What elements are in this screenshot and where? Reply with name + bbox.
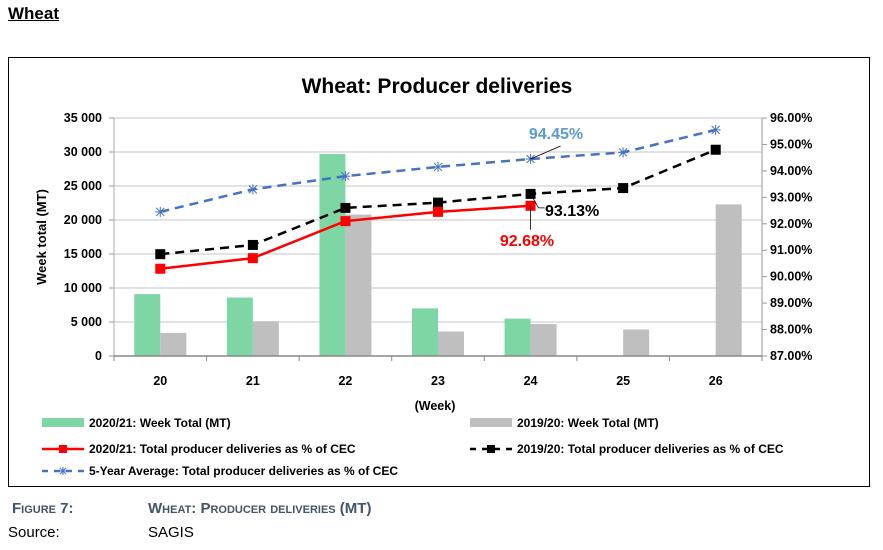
bar-2019-20 <box>160 332 187 356</box>
y2-tick-label: 90.00% <box>770 270 812 284</box>
y-tick-label: 30 000 <box>64 145 102 159</box>
y-axis-label: Week total (MT) <box>34 189 49 285</box>
y2-tick-label: 91.00% <box>770 243 812 257</box>
five-year-avg-marker <box>618 147 629 158</box>
y2-tick-label: 94.00% <box>770 164 812 178</box>
x-axis-label: (Week) <box>415 399 456 413</box>
legend-swatch <box>470 418 512 427</box>
legend-label: 5-Year Average: Total producer deliverie… <box>89 464 398 478</box>
legend-marker <box>59 467 67 475</box>
chart-frame <box>8 57 870 487</box>
bar-2019-20 <box>623 329 650 356</box>
y2-tick-label: 92.00% <box>770 217 812 231</box>
legend: 2020/21: Week Total (MT) 2019/20: Week To… <box>42 416 784 478</box>
asterisk-stroke <box>59 467 67 475</box>
legend-item: 2020/21: Week Total (MT) <box>42 416 231 430</box>
legend-marker <box>487 445 495 453</box>
x-tick-label: 20 <box>153 374 167 388</box>
y2-tick-label: 87.00% <box>770 349 812 363</box>
asterisk-stroke <box>248 185 258 194</box>
legend-item: 2019/20: Total producer deliveries as % … <box>470 442 784 456</box>
figure-title: Wheat: Producer deliveries (MT) <box>148 500 372 517</box>
series-2019-20-marker <box>247 239 258 250</box>
annotations: 94.45% 93.13% 92.68% <box>500 126 599 250</box>
source-label: Source: <box>8 524 60 541</box>
label-92-68: 92.68% <box>500 233 554 250</box>
asterisk-stroke <box>341 171 350 181</box>
legend-label: 2019/20: Week Total (MT) <box>517 416 659 430</box>
five-year-avg-marker <box>433 161 443 172</box>
bar-2019-20 <box>345 214 372 356</box>
chart-title: Wheat: Producer deliveries <box>302 75 573 98</box>
leader-line <box>530 193 545 209</box>
bar-2019-20 <box>715 204 742 356</box>
y2-tick-label: 93.00% <box>770 190 812 204</box>
bar-2020-21 <box>412 308 438 356</box>
y-tick-label: 20 000 <box>64 213 102 227</box>
y2-tick-label: 96.00% <box>770 111 812 125</box>
asterisk-stroke <box>433 162 443 172</box>
series-2020-21-marker <box>433 206 443 217</box>
bar-2020-21 <box>226 297 253 356</box>
legend-item: 2020/21: Total producer deliveries as % … <box>42 442 356 456</box>
asterisk-stroke <box>711 125 721 135</box>
bars <box>134 154 742 356</box>
x-tick-label: 22 <box>338 374 352 388</box>
five-year-avg-marker <box>155 206 166 217</box>
lines <box>155 124 721 274</box>
series-2019-20-marker <box>433 197 443 208</box>
x-tick-label: 25 <box>616 374 630 388</box>
label-94-45: 94.45% <box>529 126 583 143</box>
axes <box>109 117 767 361</box>
series-2020-21-marker <box>247 253 258 264</box>
y-tick-label: 25 000 <box>64 179 102 193</box>
series-2020-21-marker <box>340 216 351 227</box>
five-year-avg-marker <box>340 171 351 182</box>
y2-tick-label: 88.00% <box>770 323 812 337</box>
x-tick-label: 26 <box>709 374 723 388</box>
series-2019-20-marker <box>710 144 721 155</box>
five-year-avg-marker <box>710 124 721 135</box>
series-2019-20-marker <box>340 202 351 213</box>
bar-2019-20 <box>252 321 279 356</box>
legend-marker <box>59 445 67 453</box>
legend-swatch <box>42 418 84 427</box>
chart: 0 5 000 10 000 15 000 20 000 25 000 30 000 35 0… <box>34 75 813 478</box>
asterisk-stroke <box>155 207 165 217</box>
y-tick-label: 35 000 <box>64 111 102 125</box>
x-tick-label: 24 <box>524 374 538 388</box>
section-heading: Wheat <box>8 4 59 23</box>
y-tick-label: 0 <box>95 349 102 363</box>
figure-label: Figure 7: <box>12 500 74 517</box>
five-year-avg-marker <box>247 184 258 195</box>
legend-label: 2019/20: Total producer deliveries as % … <box>517 442 784 456</box>
bar-2020-21 <box>504 318 531 356</box>
series-2020-21-marker <box>155 263 166 274</box>
gridlines <box>114 117 762 323</box>
bar-2020-21 <box>319 154 346 356</box>
series-2019-20-marker <box>155 249 166 260</box>
x-tick-label: 21 <box>246 374 260 388</box>
legend-label: 2020/21: Total producer deliveries as % … <box>89 442 356 456</box>
y2-tick-label: 95.00% <box>770 137 812 151</box>
asterisk-stroke <box>618 148 628 157</box>
tick-labels: 0 5 000 10 000 15 000 20 000 25 000 30 000 35 0… <box>64 111 813 388</box>
y2-tick-label: 89.00% <box>770 296 812 310</box>
series-2019-20-marker <box>618 183 629 194</box>
y-tick-label: 15 000 <box>64 247 102 261</box>
leader-line <box>530 145 561 160</box>
bar-2020-21 <box>134 294 161 356</box>
legend-item: 2019/20: Week Total (MT) <box>470 416 659 430</box>
bar-2019-20 <box>530 324 557 356</box>
legend-item: 5-Year Average: Total producer deliverie… <box>42 464 398 478</box>
source-value: SAGIS <box>148 524 194 541</box>
bar-2019-20 <box>438 331 464 356</box>
legend-label: 2020/21: Week Total (MT) <box>89 416 231 430</box>
y-tick-label: 10 000 <box>64 281 102 295</box>
x-tick-label: 23 <box>431 374 445 388</box>
label-93-13: 93.13% <box>545 203 599 220</box>
y-tick-label: 5 000 <box>71 315 102 329</box>
